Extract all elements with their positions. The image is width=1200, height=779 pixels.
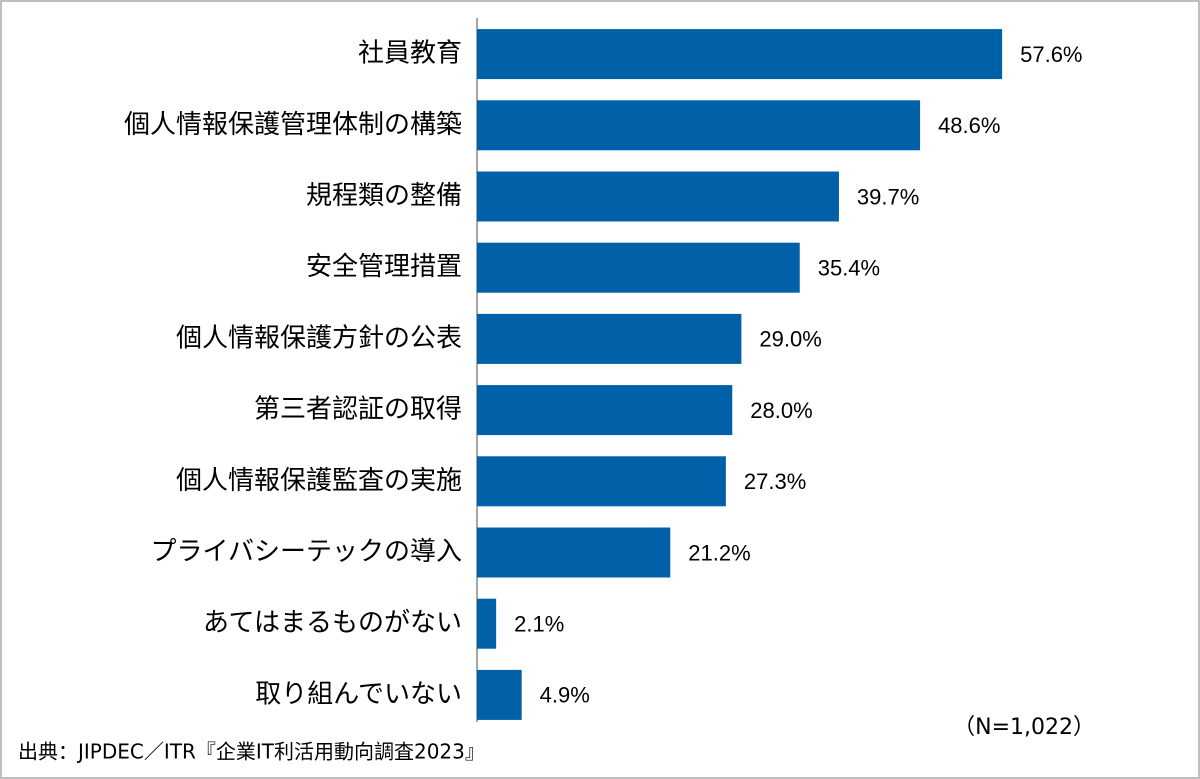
value-label: 27.3% xyxy=(744,469,806,494)
value-label: 39.7% xyxy=(857,184,919,209)
value-label: 35.4% xyxy=(818,256,880,281)
value-label: 48.6% xyxy=(938,113,1000,138)
bar xyxy=(477,242,800,293)
bar xyxy=(477,527,671,578)
value-label: 4.9% xyxy=(540,683,590,708)
category-label: プライバシーテックの導入 xyxy=(151,537,462,567)
note: （N=1,022） xyxy=(953,715,1095,740)
category-label: 安全管理措置 xyxy=(306,252,462,282)
category-label: 個人情報保護方針の公表 xyxy=(176,323,462,353)
value-label: 21.2% xyxy=(688,540,750,565)
category-label: あてはまるものがない xyxy=(203,608,462,638)
bar xyxy=(477,29,1003,80)
value-label: 29.0% xyxy=(759,327,821,352)
category-label: 第三者認証の取得 xyxy=(254,395,462,425)
bar xyxy=(477,385,733,436)
bar xyxy=(477,100,921,151)
value-label: 57.6% xyxy=(1020,42,1082,67)
category-label: 取り組んでいない xyxy=(255,679,462,709)
category-label: 社員教育 xyxy=(358,39,462,69)
category-label: 規程類の整備 xyxy=(306,181,462,211)
bar xyxy=(477,313,742,364)
bar xyxy=(477,456,726,507)
bar xyxy=(477,669,522,720)
category-label: 個人情報保護管理体制の構築 xyxy=(124,110,462,140)
bar xyxy=(477,598,497,649)
value-label: 2.1% xyxy=(514,612,564,637)
category-label: 個人情報保護監査の実施 xyxy=(176,466,462,496)
bar xyxy=(477,171,839,222)
value-label: 28.0% xyxy=(750,398,812,423)
source: 出典：JIPDEC／ITR『企業IT利活用動向調査2023』 xyxy=(18,740,485,764)
